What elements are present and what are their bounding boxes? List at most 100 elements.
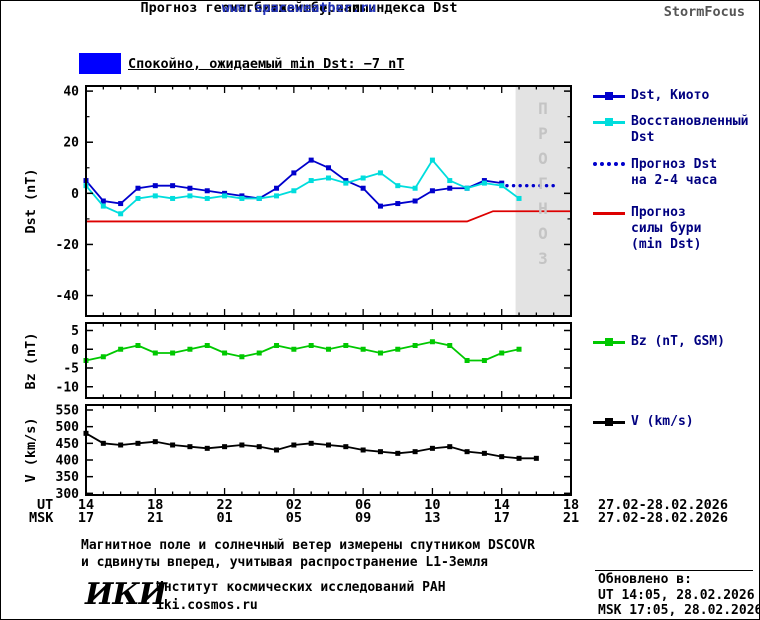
series-v-marker: [516, 455, 522, 461]
series-bz-marker: [100, 354, 106, 360]
series-v-marker: [447, 444, 453, 450]
series-v-marker: [222, 444, 228, 450]
ytick-label-dst: -40: [56, 289, 80, 304]
series-dst-kyoto-marker: [360, 185, 366, 191]
series-dst-kyoto-marker: [447, 185, 453, 191]
ytick-label-bz: 5: [71, 324, 79, 339]
series-dst-restored-marker: [326, 175, 331, 181]
series-v-marker: [274, 447, 280, 453]
series-bz-marker: [377, 350, 383, 356]
legend-sample-forecast: [593, 158, 625, 172]
series-bz-marker: [308, 343, 314, 348]
ytick-label-v: 300: [56, 487, 80, 502]
series-dst-restored-marker: [499, 183, 505, 189]
series-v-marker: [100, 440, 106, 446]
msk-row-label: MSK: [29, 510, 54, 526]
panel-frame-v: [85, 404, 572, 496]
panel-frame-bz: [85, 322, 572, 399]
xtick-msk: 17: [78, 510, 94, 526]
series-dst-restored-marker: [447, 178, 453, 184]
series-bz-marker: [326, 346, 331, 352]
series-bz-marker: [291, 346, 297, 352]
xtick-msk: 17: [494, 510, 510, 526]
series-v-marker: [187, 444, 193, 450]
ytick-label-bz: 0: [71, 343, 79, 358]
ytick-label-v: 400: [56, 454, 80, 469]
legend-sample-storm: [593, 206, 625, 220]
series-dst-kyoto-marker: [308, 157, 314, 163]
series-dst-kyoto-marker: [256, 195, 262, 201]
updated-label: Обновлено в:: [598, 572, 692, 587]
series-dst-restored-marker: [360, 175, 366, 181]
panel-frame-dst: [85, 85, 572, 317]
ytick-label-v: 500: [56, 420, 80, 435]
series-dst-restored-marker: [481, 180, 487, 186]
series-v-marker: [377, 449, 383, 455]
series-bz-marker: [256, 350, 262, 356]
series-dst-restored-marker: [83, 183, 89, 189]
series-dst-kyoto-marker: [377, 203, 383, 209]
iki-site-link[interactable]: iki.cosmos.ru: [156, 598, 258, 613]
series-v-marker: [395, 450, 401, 456]
series-bz-marker: [429, 339, 435, 345]
series-dst-kyoto-marker: [135, 185, 141, 191]
date-range-ut: 27.02-28.02.2026: [598, 497, 729, 513]
series-dst-kyoto-marker: [170, 183, 176, 189]
series-v-marker: [256, 444, 262, 450]
series-dst-kyoto-marker: [499, 180, 505, 186]
xtick-ut: 22: [216, 497, 232, 513]
series-storm-forecast-line: [86, 210, 571, 223]
series-dst-restored-marker: [377, 170, 383, 176]
series-dst-restored-marker: [204, 195, 210, 201]
series-dst-restored-marker: [395, 183, 401, 189]
series-bz-marker: [464, 358, 470, 363]
ytick-label-v: 450: [56, 437, 80, 452]
series-dst-kyoto-marker: [152, 183, 158, 189]
series-bz-marker: [412, 343, 418, 348]
spaceweather-link[interactable]: www.spaceweather.ru: [221, 0, 377, 16]
series-bz-marker: [499, 350, 505, 356]
series-v-marker: [170, 442, 176, 448]
series-bz-marker: [170, 350, 176, 356]
legend-label-restored-2: Dst: [631, 130, 655, 145]
storm-line-icon: [593, 212, 625, 215]
series-v-marker: [429, 445, 435, 451]
series-v-marker: [118, 442, 124, 448]
series-v-marker: [135, 440, 141, 446]
ut-row-label: UT: [37, 497, 54, 513]
footnote-line2: и сдвинуты вперед, учитывая распростране…: [81, 555, 488, 570]
series-bz-marker: [118, 346, 124, 352]
plot-svg: 40200-20-4050-5-105505004504003503001417…: [56, 85, 580, 526]
series-dst-kyoto-marker: [326, 165, 331, 171]
series-dst-kyoto-marker: [464, 185, 470, 191]
v-marker-icon: [605, 418, 613, 426]
xtick-ut: 14: [494, 497, 510, 513]
page-title-line1: Прогноз геомагнитной бури и индекса Dst: [140, 0, 458, 16]
dst-axis-label: Dst (nT): [23, 168, 39, 234]
legend-sample-v: [593, 415, 625, 429]
series-bz-marker: [274, 343, 280, 348]
series-v-marker: [464, 449, 470, 455]
series-dst-restored-marker: [464, 185, 470, 191]
series-dst-kyoto-marker: [395, 201, 401, 207]
series-dst-restored-marker: [291, 188, 297, 194]
series-dst-restored-marker: [152, 193, 158, 199]
v-axis-label: V (km/s): [23, 417, 39, 483]
series-bz-marker: [360, 346, 366, 352]
series-dst-restored-marker: [135, 195, 141, 201]
series-bz-marker: [152, 350, 158, 356]
series-dst-kyoto-marker: [83, 178, 89, 184]
legend-label-bz: Bz (nT, GSM): [631, 334, 725, 349]
ytick-label-dst: 0: [71, 187, 79, 202]
series-v-marker: [360, 447, 366, 453]
series-dst-restored-marker: [187, 193, 193, 199]
series-bz-marker: [239, 354, 245, 360]
kyoto-marker-icon: [605, 92, 613, 100]
series-bz-marker: [222, 350, 228, 356]
series-dst-restored-marker: [516, 195, 522, 201]
series-bz-marker: [187, 346, 193, 352]
xtick-ut: 18: [147, 497, 163, 513]
legend-label-v: V (km/s): [631, 414, 694, 429]
series-v-marker: [152, 439, 158, 445]
forecast-dotted-line-icon: [593, 162, 625, 166]
